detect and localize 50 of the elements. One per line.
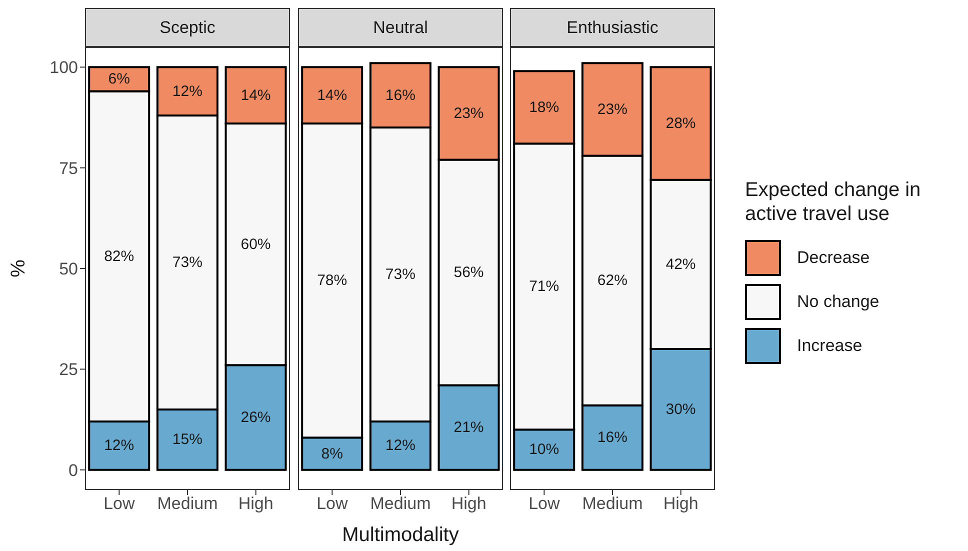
x-tick-label: High (238, 494, 274, 514)
data-label: 12% (385, 437, 416, 454)
data-label: 14% (240, 86, 271, 104)
chart-title: Enthusiastic (510, 8, 715, 47)
data-label: 23% (597, 100, 628, 118)
y-tick-label: 100 (50, 58, 78, 78)
data-label: 56% (454, 264, 484, 282)
data-label: 73% (385, 266, 416, 284)
x-axis-title: Multimodality (342, 524, 459, 546)
y-tick-label: 0 (68, 460, 78, 480)
data-label: 78% (317, 272, 348, 290)
x-tick-label: Low (104, 494, 136, 514)
data-label: 16% (385, 86, 416, 104)
legend-label: Increase (797, 336, 862, 356)
data-label: 12% (104, 437, 134, 454)
data-label: 28% (666, 115, 696, 132)
y-tick-label: 25 (59, 360, 78, 380)
chart-title: Sceptic (85, 8, 290, 47)
data-label: 21% (454, 419, 484, 436)
data-label: 26% (240, 409, 271, 426)
chart-title: Neutral (298, 8, 503, 47)
data-label: 16% (597, 429, 628, 446)
y-tick-label: 50 (59, 260, 78, 279)
x-tick-label: Low (316, 494, 348, 514)
legend-title: Expected change in active travel use (745, 178, 922, 226)
data-label: 71% (529, 278, 560, 296)
data-label: 42% (666, 256, 696, 273)
data-label: 10% (529, 441, 560, 458)
data-label: 12% (172, 82, 202, 100)
data-label: 18% (529, 98, 560, 116)
x-tick-label: Medium (582, 494, 643, 514)
data-label: 15% (172, 431, 202, 448)
data-label: 62% (597, 272, 628, 290)
x-tick-label: High (663, 494, 698, 514)
data-label: 8% (321, 445, 343, 462)
data-label: 6% (108, 70, 130, 88)
x-tick-label: Medium (157, 494, 218, 514)
data-label: 30% (666, 400, 696, 418)
x-tick-label: High (451, 494, 486, 514)
x-tick-label: Low (528, 494, 560, 514)
data-label: 82% (104, 248, 134, 265)
data-label: 14% (317, 86, 348, 104)
data-label: 73% (172, 254, 202, 271)
data-label: 60% (240, 236, 271, 253)
legend-label: No change (797, 292, 880, 312)
data-label: 23% (454, 104, 484, 122)
x-tick-label: Medium (370, 494, 431, 514)
y-axis-title: % (7, 259, 30, 277)
y-tick-label: 75 (59, 158, 78, 178)
legend-label: Decrease (797, 248, 870, 268)
